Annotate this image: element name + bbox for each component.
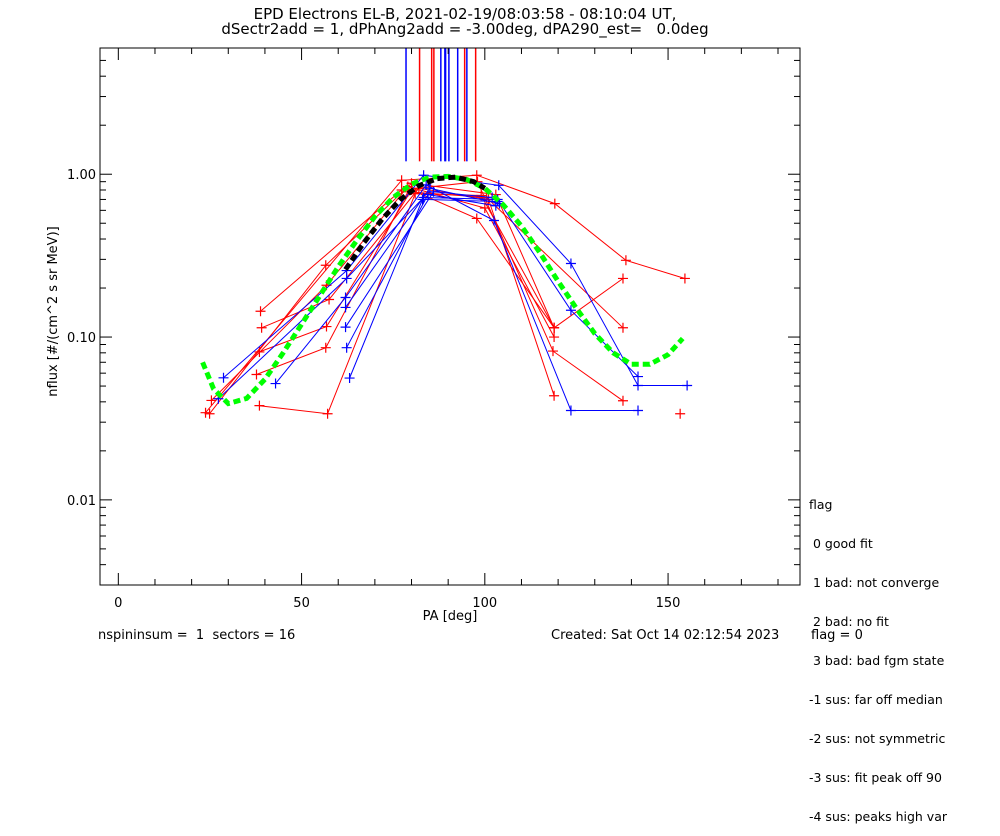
legend-item: -2 sus: not symmetric bbox=[809, 731, 946, 746]
flag-legend: flag 0 good fit 1 bad: not converge 2 ba… bbox=[809, 472, 947, 836]
footer-created: Created: Sat Oct 14 02:12:54 2023 bbox=[551, 628, 780, 643]
x-tick-label: 50 bbox=[293, 596, 310, 611]
series-blue-1 bbox=[218, 170, 693, 391]
series-red-4 bbox=[255, 176, 628, 406]
y-tick-label: 0.01 bbox=[67, 494, 96, 509]
data-point bbox=[490, 200, 501, 211]
x-tick-label: 150 bbox=[656, 596, 681, 611]
data-point bbox=[255, 306, 266, 317]
data-point bbox=[204, 408, 215, 419]
data-point bbox=[565, 258, 576, 269]
data-point bbox=[396, 175, 407, 186]
data-point bbox=[322, 408, 333, 419]
data-point bbox=[206, 395, 217, 406]
series-red-6 bbox=[254, 185, 560, 357]
series-red-7 bbox=[251, 186, 628, 380]
series-line bbox=[218, 196, 639, 400]
fit-black-curve bbox=[343, 174, 487, 271]
series-line bbox=[211, 186, 555, 401]
series-blue-2 bbox=[213, 192, 644, 404]
y-axis-label: nflux [#/(cm^2 s sr MeV)] bbox=[46, 226, 61, 396]
data-point bbox=[549, 198, 560, 209]
data-point bbox=[254, 346, 265, 357]
data-point bbox=[417, 194, 428, 205]
footer-flag: flag = 0 bbox=[811, 628, 863, 643]
data-point bbox=[340, 292, 351, 303]
data-point bbox=[256, 322, 267, 333]
data-point bbox=[549, 332, 560, 343]
footer-nspininsum: nspininsum = 1 sectors = 16 bbox=[98, 628, 296, 643]
legend-item: 3 bad: bad fgm state bbox=[809, 653, 945, 668]
series-line bbox=[205, 174, 686, 414]
legend-item: -1 sus: far off median bbox=[809, 692, 943, 707]
data-point bbox=[682, 380, 693, 391]
data-point bbox=[321, 321, 332, 332]
fit-green-curve bbox=[200, 173, 685, 407]
plot-frame bbox=[99, 47, 801, 586]
data-point bbox=[565, 405, 576, 416]
legend-item: 2 bad: no fit bbox=[809, 614, 889, 629]
data-point bbox=[471, 170, 482, 181]
series-red-3 bbox=[206, 181, 560, 406]
data-point bbox=[565, 305, 576, 316]
legend-item: 0 good fit bbox=[809, 536, 873, 551]
data-point bbox=[254, 400, 265, 411]
data-point bbox=[617, 322, 628, 333]
legend-item: -3 sus: fit peak off 90 bbox=[809, 770, 942, 785]
legend-item: -4 sus: peaks high var bbox=[809, 809, 948, 824]
data-point bbox=[617, 273, 628, 284]
data-point bbox=[340, 302, 351, 313]
data-point bbox=[218, 372, 229, 383]
y-tick-label: 1.00 bbox=[67, 168, 96, 183]
series-line bbox=[209, 182, 624, 415]
data-point bbox=[493, 180, 504, 191]
y-tick-label: 0.10 bbox=[67, 331, 96, 346]
series-blue-7 bbox=[344, 194, 503, 384]
data-point bbox=[341, 342, 352, 353]
series-line bbox=[275, 184, 638, 411]
data-point bbox=[471, 213, 482, 224]
data-point bbox=[270, 378, 281, 389]
series-line bbox=[349, 198, 498, 379]
data-point bbox=[633, 380, 644, 391]
x-tick-label: 100 bbox=[472, 596, 497, 611]
x-tick-label: 0 bbox=[114, 596, 122, 611]
data-point bbox=[320, 260, 331, 271]
data-point bbox=[679, 273, 690, 284]
data-point bbox=[620, 255, 631, 266]
chart-canvas: 0 50 100 150 1.00 0.10 0.01 PA [deg] nflux [#/(c… bbox=[46, 47, 801, 624]
series-red-8 bbox=[254, 188, 560, 419]
data-point bbox=[547, 346, 558, 357]
series-red-9 bbox=[675, 408, 686, 419]
data-point bbox=[251, 369, 262, 380]
data-point bbox=[341, 273, 352, 284]
data-point bbox=[675, 408, 686, 419]
data-point bbox=[324, 294, 335, 305]
legend-item: 1 bad: not converge bbox=[809, 575, 940, 590]
data-point bbox=[488, 215, 499, 226]
series-red-1 bbox=[200, 170, 690, 418]
data-point bbox=[549, 322, 560, 333]
data-point bbox=[633, 371, 644, 382]
data-point bbox=[200, 407, 211, 418]
data-point bbox=[340, 322, 351, 333]
data-point bbox=[423, 189, 434, 200]
chart-title: EPD Electrons EL-B, 2021-02-19/08:03:58 … bbox=[253, 5, 677, 23]
data-point bbox=[617, 395, 628, 406]
data-point bbox=[549, 390, 560, 401]
legend-title: flag bbox=[809, 497, 833, 512]
data-point bbox=[320, 342, 331, 353]
data-point bbox=[633, 405, 644, 416]
x-axis-label: PA [deg] bbox=[423, 609, 478, 624]
series-blue-6 bbox=[341, 189, 501, 353]
chart-subtitle: dSectr2add = 1, dPhAng2add = -3.00deg, d… bbox=[221, 20, 709, 38]
data-point bbox=[344, 373, 355, 384]
